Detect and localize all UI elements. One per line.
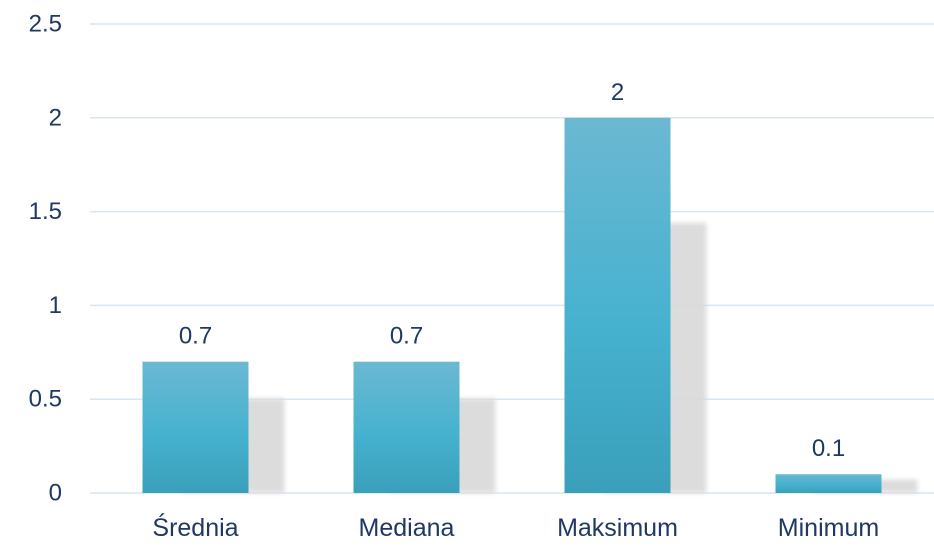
bar [142, 361, 249, 493]
x-tick-label: Średnia [152, 512, 238, 542]
x-tick-label: Maksimum [557, 514, 678, 542]
x-tick-label: Mediana [359, 514, 455, 542]
y-tick-label: 2.5 [29, 11, 62, 38]
y-tick-label: 1.5 [29, 198, 62, 225]
data-label: 0.7 [390, 323, 423, 350]
data-label: 0.7 [179, 323, 212, 350]
bar-shadows [180, 222, 918, 493]
bar [353, 361, 460, 493]
x-axis-tick-labels: Średnia Mediana Maksimum Minimum [152, 512, 879, 542]
data-label: 2 [611, 79, 624, 106]
data-labels: 0.7 0.7 2 0.1 [179, 79, 845, 462]
data-label: 0.1 [812, 435, 845, 462]
x-tick-label: Minimum [778, 514, 879, 542]
y-tick-label: 1 [49, 292, 62, 319]
y-tick-label: 0 [49, 480, 62, 507]
y-tick-label: 2 [49, 104, 62, 131]
bars [142, 117, 882, 494]
bar [775, 474, 882, 493]
y-axis-tick-labels: 0 0.5 1 1.5 2.5 2 [29, 11, 62, 507]
bar [564, 117, 671, 494]
y-tick-label: 0.5 [29, 386, 62, 413]
